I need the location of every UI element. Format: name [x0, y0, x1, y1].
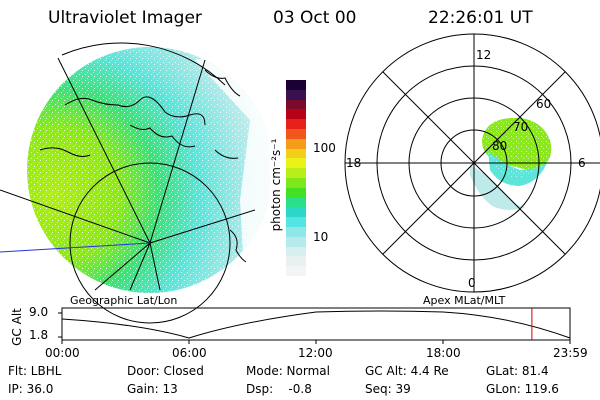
mlt-label-12: 12	[476, 48, 492, 62]
apex-panel-label: Apex MLat/MLT	[423, 294, 506, 307]
mlt-label-0: 0	[468, 276, 476, 290]
status-dsp: Dsp: -0.8	[246, 382, 312, 396]
colorbar-segment	[286, 207, 306, 218]
mlat-label-60: 60	[536, 97, 552, 111]
colorbar-segment	[286, 148, 306, 159]
timeline-xtick-1200: 12:00	[298, 346, 333, 360]
polar-plot	[344, 33, 600, 293]
colorbar-segment	[286, 217, 306, 227]
colorbar-segment	[286, 89, 306, 100]
colorbar-tick-100: 100	[313, 141, 336, 155]
colorbar-segment	[286, 119, 306, 129]
colorbar-segment	[286, 256, 306, 267]
mlat-label-80: 80	[492, 139, 508, 153]
timeline-xtick-0600: 06:00	[172, 346, 207, 360]
colorbar-segment	[286, 187, 306, 198]
colorbar-segment	[286, 99, 306, 110]
status-glon: GLon: 119.6	[486, 382, 559, 396]
colorbar-segment	[286, 168, 306, 178]
colorbar-segment	[286, 128, 306, 139]
colorbar-segment	[286, 80, 306, 90]
colorbar-segment	[286, 177, 306, 188]
timeline-ytick-low: 1.8	[29, 328, 49, 342]
geographic-panel-label: Geographic Lat/Lon	[70, 294, 178, 307]
status-ip: IP: 36.0	[8, 382, 54, 396]
time-label: 22:26:01 UT	[428, 8, 533, 28]
colorbar-segment	[286, 266, 306, 276]
colorbar-segment	[286, 158, 306, 169]
colorbar-segment	[286, 246, 306, 257]
timeline-xtick-2359: 23:59	[553, 346, 588, 360]
colorbar-tick-10: 10	[313, 230, 329, 244]
colorbar-segment	[286, 109, 306, 120]
mlat-label-70: 70	[513, 120, 529, 134]
mlt-label-18: 18	[346, 156, 362, 170]
mlt-label-6: 6	[578, 156, 586, 170]
colorbar-segment	[286, 197, 306, 208]
date-label: 03 Oct 00	[273, 8, 357, 28]
timeline-plot	[58, 307, 571, 344]
status-gc-alt: GC Alt: 4.4 Re	[365, 364, 449, 378]
timeline-xtick-0000: 00:00	[45, 346, 80, 360]
colorbar	[286, 80, 306, 276]
status-mode: Mode: Normal	[246, 364, 330, 378]
status-flt: Flt: LBHL	[8, 364, 62, 378]
geographic-image	[0, 42, 270, 324]
status-door: Door: Closed	[127, 364, 204, 378]
timeline-ytick-high: 9.0	[29, 305, 49, 319]
colorbar-segment	[286, 138, 306, 149]
app-title: Ultraviolet Imager	[48, 8, 202, 28]
status-seq: Seq: 39	[365, 382, 411, 396]
timeline-xtick-1800: 18:00	[426, 346, 461, 360]
colorbar-segment	[286, 236, 306, 247]
status-gain: Gain: 13	[127, 382, 178, 396]
colorbar-segment	[286, 226, 306, 237]
status-glat: GLat: 81.4	[486, 364, 549, 378]
